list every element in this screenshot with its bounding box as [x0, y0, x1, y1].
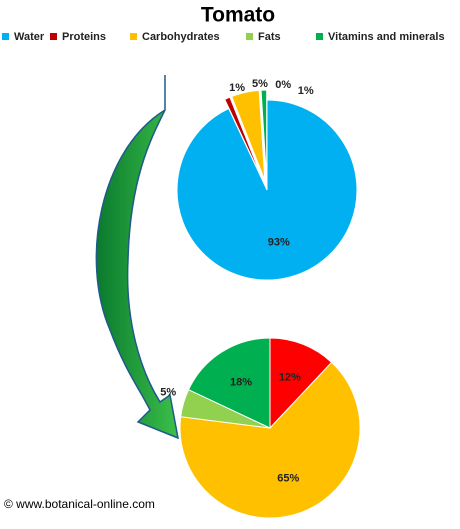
legend-swatch: [316, 33, 323, 40]
credit: © www.botanical-online.com: [4, 497, 155, 511]
legend-label: Carbohydrates: [142, 31, 220, 43]
legend-label: Water: [14, 31, 45, 43]
curved-arrow: [95, 75, 179, 440]
data-label: 5%: [252, 78, 268, 90]
legend-swatch: [130, 33, 137, 40]
pie-slice: [176, 99, 358, 281]
pie-slice: [231, 89, 266, 181]
legend-swatch: [50, 33, 57, 40]
legend-swatch: [2, 33, 9, 40]
data-label: 0%: [275, 79, 291, 91]
legend-swatch: [246, 33, 253, 40]
pie-slice: [224, 96, 264, 182]
legend-label: Proteins: [62, 31, 106, 43]
data-label: 1%: [229, 82, 245, 94]
data-label: 1%: [298, 85, 314, 97]
pie-slice: [260, 89, 268, 181]
legend-label: Vitamins and minerals: [328, 31, 445, 43]
pie-slice: [187, 337, 271, 429]
data-label: 93%: [268, 237, 290, 249]
data-label: 18%: [230, 376, 252, 388]
pie-slice: [269, 337, 333, 430]
data-label: 12%: [279, 372, 301, 384]
data-label: 65%: [277, 473, 299, 485]
legend-label: Fats: [258, 31, 281, 43]
data-label: 5%: [160, 386, 176, 398]
pie-slice: [179, 361, 361, 519]
chart-title: Tomato: [201, 4, 275, 27]
